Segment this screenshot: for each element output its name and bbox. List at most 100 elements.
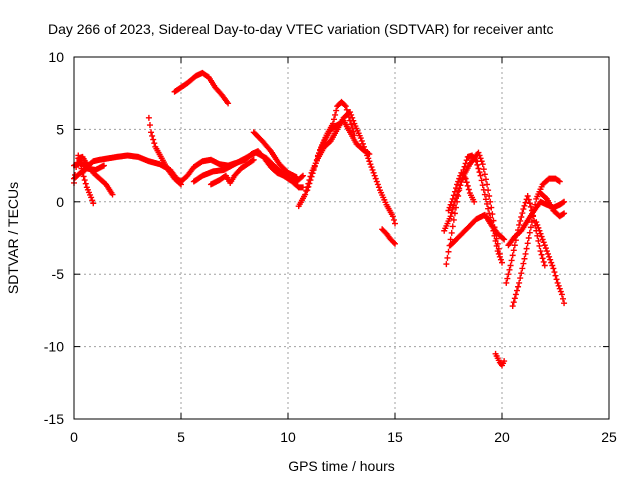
series-trace-d	[71, 162, 107, 182]
data-point-marker	[561, 198, 568, 205]
plot-area-frame	[73, 56, 610, 420]
data-point-marker	[82, 180, 89, 187]
series-trace-l	[314, 117, 373, 159]
data-point-marker	[449, 195, 456, 202]
data-point-marker	[80, 173, 87, 180]
data-point-marker	[486, 210, 493, 217]
y-axis-title: SDTVAR / TECUs	[5, 182, 21, 294]
data-point-marker	[542, 245, 549, 252]
data-point-marker	[81, 177, 88, 184]
data-point-marker	[488, 204, 495, 211]
data-point-marker	[522, 250, 529, 257]
data-point-marker	[366, 151, 373, 158]
data-point-marker	[538, 233, 545, 240]
data-point-marker	[539, 236, 546, 243]
data-point-marker	[88, 194, 95, 201]
data-point-marker	[517, 217, 524, 224]
data-point-marker	[310, 166, 317, 173]
data-point-marker	[332, 111, 339, 118]
data-point-marker	[516, 279, 523, 286]
data-point-marker	[392, 220, 398, 227]
data-point-marker	[176, 180, 183, 187]
data-point-marker	[538, 251, 545, 258]
data-point-marker	[509, 303, 516, 310]
data-point-marker	[503, 279, 510, 286]
data-point-marker	[490, 217, 497, 224]
series-trace-k	[304, 98, 358, 194]
data-point-marker	[481, 171, 488, 178]
data-point-marker	[526, 200, 533, 207]
series-trace-m	[379, 226, 398, 247]
data-point-marker	[293, 174, 300, 181]
data-point-marker	[151, 140, 158, 147]
data-point-marker	[555, 282, 562, 289]
data-point-marker	[494, 240, 501, 247]
data-point-marker	[463, 179, 470, 186]
data-point-marker	[553, 276, 560, 283]
data-point-marker	[481, 191, 488, 198]
data-point-marker	[558, 291, 565, 298]
data-point-marker	[449, 223, 456, 230]
data-point-marker	[475, 165, 482, 172]
data-point-marker	[348, 121, 355, 128]
data-point-marker	[344, 110, 351, 117]
data-point-marker	[536, 227, 543, 234]
data-point-marker	[509, 252, 516, 259]
data-point-marker	[559, 295, 566, 302]
data-point-marker	[520, 260, 527, 267]
series-trace-e	[145, 114, 184, 188]
data-point-marker	[333, 107, 340, 114]
data-point-marker	[493, 235, 500, 242]
data-point-marker	[546, 253, 553, 260]
data-point-marker	[447, 201, 454, 208]
series-trace-g	[190, 149, 306, 191]
data-point-marker	[533, 219, 540, 226]
data-point-marker	[484, 181, 491, 188]
data-point-marker	[518, 270, 525, 277]
data-point-marker	[510, 299, 517, 306]
data-point-marker	[370, 169, 377, 176]
data-point-marker	[500, 235, 507, 242]
data-point-marker	[482, 176, 489, 183]
data-point-marker	[524, 240, 531, 247]
data-point-marker	[347, 117, 354, 124]
data-point-marker	[445, 207, 452, 214]
data-point-marker	[549, 262, 556, 269]
data-point-marker	[527, 203, 534, 210]
data-point-marker	[540, 258, 547, 265]
data-point-marker	[510, 247, 517, 254]
data-point-marker	[148, 129, 155, 136]
data-point-marker	[511, 295, 518, 302]
data-point-marker	[313, 156, 320, 163]
data-point-marker	[341, 102, 348, 109]
data-point-marker	[541, 262, 548, 269]
data-point-marker	[225, 100, 232, 107]
data-point-marker	[389, 213, 396, 220]
x-tick-label: 20	[494, 429, 510, 445]
data-point-marker	[535, 224, 542, 231]
data-point-marker	[307, 177, 314, 184]
data-point-marker	[521, 202, 528, 209]
data-point-marker	[359, 140, 366, 147]
data-point-marker	[447, 236, 454, 243]
data-point-marker	[444, 254, 451, 261]
data-point-marker	[539, 255, 546, 262]
y-tick-label: -5	[52, 266, 65, 282]
data-point-marker	[504, 275, 511, 282]
data-point-marker	[449, 206, 456, 213]
data-point-marker	[495, 245, 502, 252]
series-trace-f	[171, 69, 232, 107]
data-point-marker	[541, 242, 548, 249]
data-point-marker	[525, 235, 532, 241]
data-point-marker	[445, 248, 452, 255]
data-point-marker	[518, 214, 525, 221]
data-point-marker	[522, 199, 529, 206]
data-point-marker	[512, 291, 519, 298]
data-point-marker	[547, 256, 554, 263]
data-point-marker	[357, 135, 364, 142]
data-point-marker	[537, 248, 544, 255]
data-point-marker	[556, 178, 563, 185]
y-tick-label: -15	[44, 411, 64, 427]
data-point-marker	[555, 177, 562, 184]
data-point-marker	[443, 261, 450, 268]
